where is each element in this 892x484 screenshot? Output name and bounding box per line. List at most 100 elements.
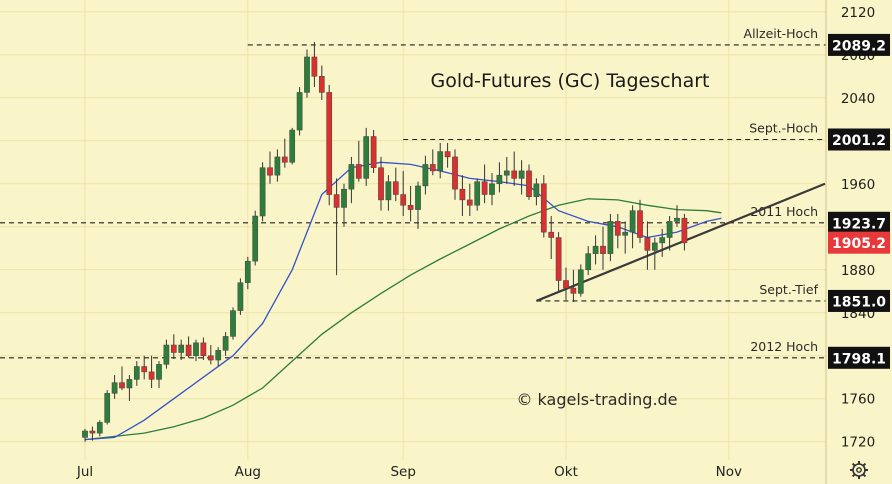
level-label: Sept.-Tief: [759, 282, 818, 297]
candle-body: [318, 76, 325, 93]
y-tick-label: 2040: [841, 91, 875, 107]
candle-body: [185, 344, 192, 356]
last-price-badge: [828, 231, 890, 254]
y-tick-label: 1960: [841, 177, 875, 193]
candle-body: [651, 242, 658, 251]
candle-body: [666, 221, 673, 238]
candle-body: [267, 167, 273, 176]
candle-body: [274, 156, 281, 176]
candle-body: [156, 364, 162, 380]
candle-body: [481, 181, 488, 195]
y-tick-label: 1720: [841, 435, 875, 451]
candle-body: [466, 199, 473, 206]
level-badge: [828, 33, 890, 56]
candle-body: [503, 170, 510, 176]
level-badge-value: 2089.2: [832, 38, 886, 54]
candle-body: [452, 156, 458, 190]
candle-body: [163, 344, 170, 365]
candle-body: [407, 205, 414, 210]
candle-body: [511, 170, 518, 179]
candle-body: [200, 342, 207, 356]
candle-body: [526, 170, 532, 197]
y-tick-label: 2120: [841, 5, 875, 21]
candle-body: [459, 188, 466, 201]
candle-body: [230, 310, 236, 337]
horizontal-levels: Allzeit-Hoch Sept.-Hoch 2011 Hoch Sept.-Tie…: [0, 26, 826, 359]
trendline-group: [535, 182, 826, 302]
x-axis: Jul Aug Sep Okt Nov: [76, 464, 742, 480]
candle-body: [207, 355, 214, 361]
candle-body: [126, 379, 133, 389]
candle-body: [370, 136, 377, 168]
candle-body: [237, 282, 244, 311]
candle-body: [444, 151, 451, 158]
candle-body: [363, 136, 370, 179]
level-label: Allzeit-Hoch: [744, 26, 818, 41]
candle-body: [252, 215, 259, 262]
chart-title: Gold-Futures (GC) Tageschart: [431, 70, 710, 92]
candle-body: [259, 167, 266, 217]
candle-body: [326, 92, 333, 195]
candle-body: [474, 181, 481, 206]
candle-body: [629, 210, 636, 233]
candle-body: [585, 253, 592, 271]
candle-body: [141, 366, 148, 373]
level-badge: [828, 211, 890, 234]
level-badge: [828, 289, 890, 312]
candle-body: [555, 237, 562, 281]
level-badge-value: 1851.0: [832, 294, 886, 310]
candle-body: [429, 164, 436, 172]
ma-long-line: [84, 198, 722, 441]
candle-body: [296, 92, 303, 131]
candle-body: [281, 156, 288, 163]
ma-short-line: [84, 161, 722, 441]
candle-body: [614, 221, 621, 236]
last-price-value: 1905.2: [832, 236, 886, 252]
candle-body: [341, 188, 347, 208]
candle-body: [400, 194, 407, 206]
candle-body: [193, 342, 199, 356]
candle-body: [489, 183, 495, 195]
candle-body: [355, 164, 362, 179]
candle-body: [170, 344, 177, 353]
candle-body: [600, 245, 606, 254]
candle-body: [518, 170, 525, 179]
level-badge: [828, 128, 890, 151]
candle-body: [222, 336, 229, 351]
candle-body: [548, 231, 555, 238]
candle-body: [674, 217, 680, 222]
candle-body: [540, 183, 547, 233]
candle-body: [304, 56, 310, 93]
candle-body: [311, 56, 318, 77]
candle-body: [644, 237, 651, 251]
x-tick-label: Okt: [554, 464, 578, 480]
candle-body: [89, 430, 96, 434]
price-badges: 2089.2 2001.2 1923.7 1851.0 1798.1 1905.2: [828, 33, 890, 369]
level-badge: [828, 346, 890, 369]
candle-body: [378, 167, 384, 201]
gear-icon[interactable]: [850, 461, 868, 479]
level-badge-value: 1798.1: [832, 351, 886, 367]
candle-body: [333, 194, 340, 208]
x-tick-label: Aug: [235, 464, 261, 480]
candle-body: [82, 430, 88, 438]
candle-body: [415, 185, 421, 210]
x-tick-label: Nov: [716, 464, 742, 480]
level-label: Sept.-Hoch: [749, 121, 818, 136]
candle-body: [119, 382, 125, 389]
candle-body: [592, 245, 599, 254]
candle-body: [385, 181, 392, 201]
candle-body: [577, 269, 584, 294]
candle-body: [570, 287, 577, 294]
candle-body: [392, 181, 399, 195]
moving-averages: [84, 161, 722, 441]
candle-body: [533, 183, 540, 197]
candle-body: [637, 210, 643, 238]
grid: [0, 0, 826, 460]
candle-body: [111, 382, 118, 394]
candle-body: [437, 151, 444, 172]
watermark: © kagels-trading.de: [516, 390, 677, 409]
candle-body: [563, 280, 569, 289]
